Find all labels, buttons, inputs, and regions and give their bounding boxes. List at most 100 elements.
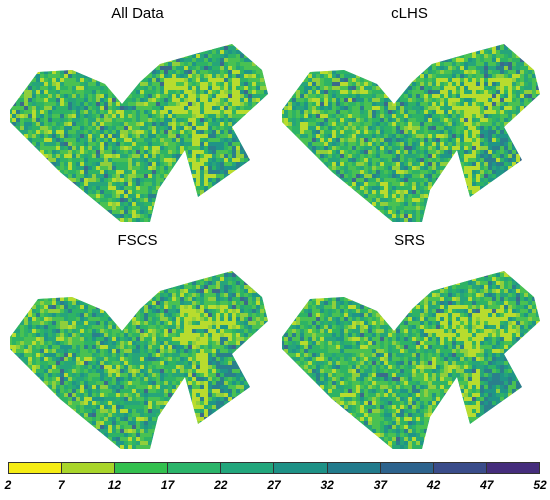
map-pixel [232, 166, 236, 170]
map-pixel [116, 162, 120, 166]
map-pixel [64, 146, 68, 150]
map-pixel [244, 118, 248, 122]
map-pixel [212, 70, 216, 74]
map-pixel [128, 214, 132, 218]
map-pixel [496, 34, 500, 38]
map-pixel [48, 30, 52, 34]
map-pixel [128, 126, 132, 130]
map-pixel [204, 114, 208, 118]
map-pixel [196, 102, 200, 106]
map-pixel [260, 182, 264, 186]
map-pixel [60, 210, 64, 214]
map-pixel [76, 206, 80, 210]
map-pixel [240, 210, 244, 214]
map-pixel [272, 102, 276, 106]
map-pixel [220, 114, 224, 118]
map-pixel [32, 146, 36, 150]
map-pixel [148, 126, 152, 130]
map-pixel [252, 26, 256, 30]
map-pixel [76, 34, 80, 38]
map-pixel [236, 190, 240, 194]
map-pixel [92, 44, 96, 46]
map-pixel [140, 66, 144, 70]
map-pixel [368, 44, 372, 46]
map-pixel [308, 110, 312, 114]
map-pixel [524, 44, 528, 46]
map-pixel [80, 218, 84, 222]
map-pixel [308, 26, 312, 30]
map-pixel [148, 194, 152, 198]
map-pixel [140, 202, 144, 206]
map-pixel [10, 198, 12, 202]
map-pixel [248, 70, 252, 74]
map-pixel [4, 82, 8, 86]
map-pixel [80, 106, 84, 110]
map-pixel [10, 50, 12, 54]
map-pixel [36, 130, 40, 134]
map-pixel [188, 154, 192, 158]
map-pixel [28, 150, 32, 154]
map-pixel [56, 154, 60, 158]
map-pixel [236, 22, 240, 26]
map-pixel [92, 50, 96, 54]
map-pixel [204, 78, 208, 82]
map-pixel [440, 46, 444, 50]
map-pixel [16, 178, 20, 182]
map-pixel [264, 186, 268, 190]
map-pixel [52, 38, 56, 42]
map-pixel [188, 138, 192, 142]
map-pixel [120, 134, 124, 138]
map-pixel [56, 30, 60, 34]
map-pixel [28, 190, 32, 194]
map-pixel [244, 210, 248, 214]
map-pixel [72, 90, 76, 94]
map-pixel [292, 110, 296, 114]
map-pixel [184, 202, 188, 206]
map-pixel [200, 114, 204, 118]
map-pixel [224, 182, 228, 186]
map-pixel [0, 218, 4, 222]
map-pixel [28, 70, 32, 74]
map-pixel [24, 106, 28, 110]
map-pixel [428, 94, 432, 98]
map-pixel [320, 66, 324, 70]
map-pixel [228, 206, 232, 210]
map-pixel [244, 94, 248, 98]
map-pixel [512, 98, 516, 102]
map-pixel [484, 94, 488, 98]
map-pixel [40, 182, 44, 186]
map-pixel [280, 38, 284, 42]
map-pixel [120, 174, 124, 178]
map-pixel [504, 44, 508, 46]
map-pixel [260, 210, 264, 214]
map-pixel [176, 44, 180, 46]
map-pixel [144, 214, 148, 218]
map-pixel [464, 44, 468, 46]
map-pixel [192, 98, 196, 102]
map-pixel [0, 110, 4, 114]
map-pixel [396, 46, 400, 50]
map-pixel [108, 90, 112, 94]
map-pixel [228, 26, 232, 30]
map-pixel [84, 174, 88, 178]
map-pixel [88, 50, 92, 54]
map-pixel [500, 30, 504, 34]
map-pixel [208, 70, 212, 74]
map-pixel [56, 54, 60, 58]
map-pixel [116, 26, 120, 30]
map-pixel [216, 154, 220, 158]
map-pixel [304, 74, 308, 78]
map-pixel [456, 98, 460, 102]
map-pixel [116, 82, 120, 86]
map-pixel [420, 90, 424, 94]
map-pixel [292, 70, 296, 74]
map-pixel [92, 130, 96, 134]
map-pixel [164, 154, 168, 158]
map-pixel [516, 46, 520, 50]
map-pixel [28, 166, 32, 170]
map-pixel [60, 150, 64, 154]
map-pixel [336, 86, 340, 90]
map-pixel [140, 38, 144, 42]
map-pixel [80, 190, 84, 194]
map-pixel [120, 34, 124, 38]
